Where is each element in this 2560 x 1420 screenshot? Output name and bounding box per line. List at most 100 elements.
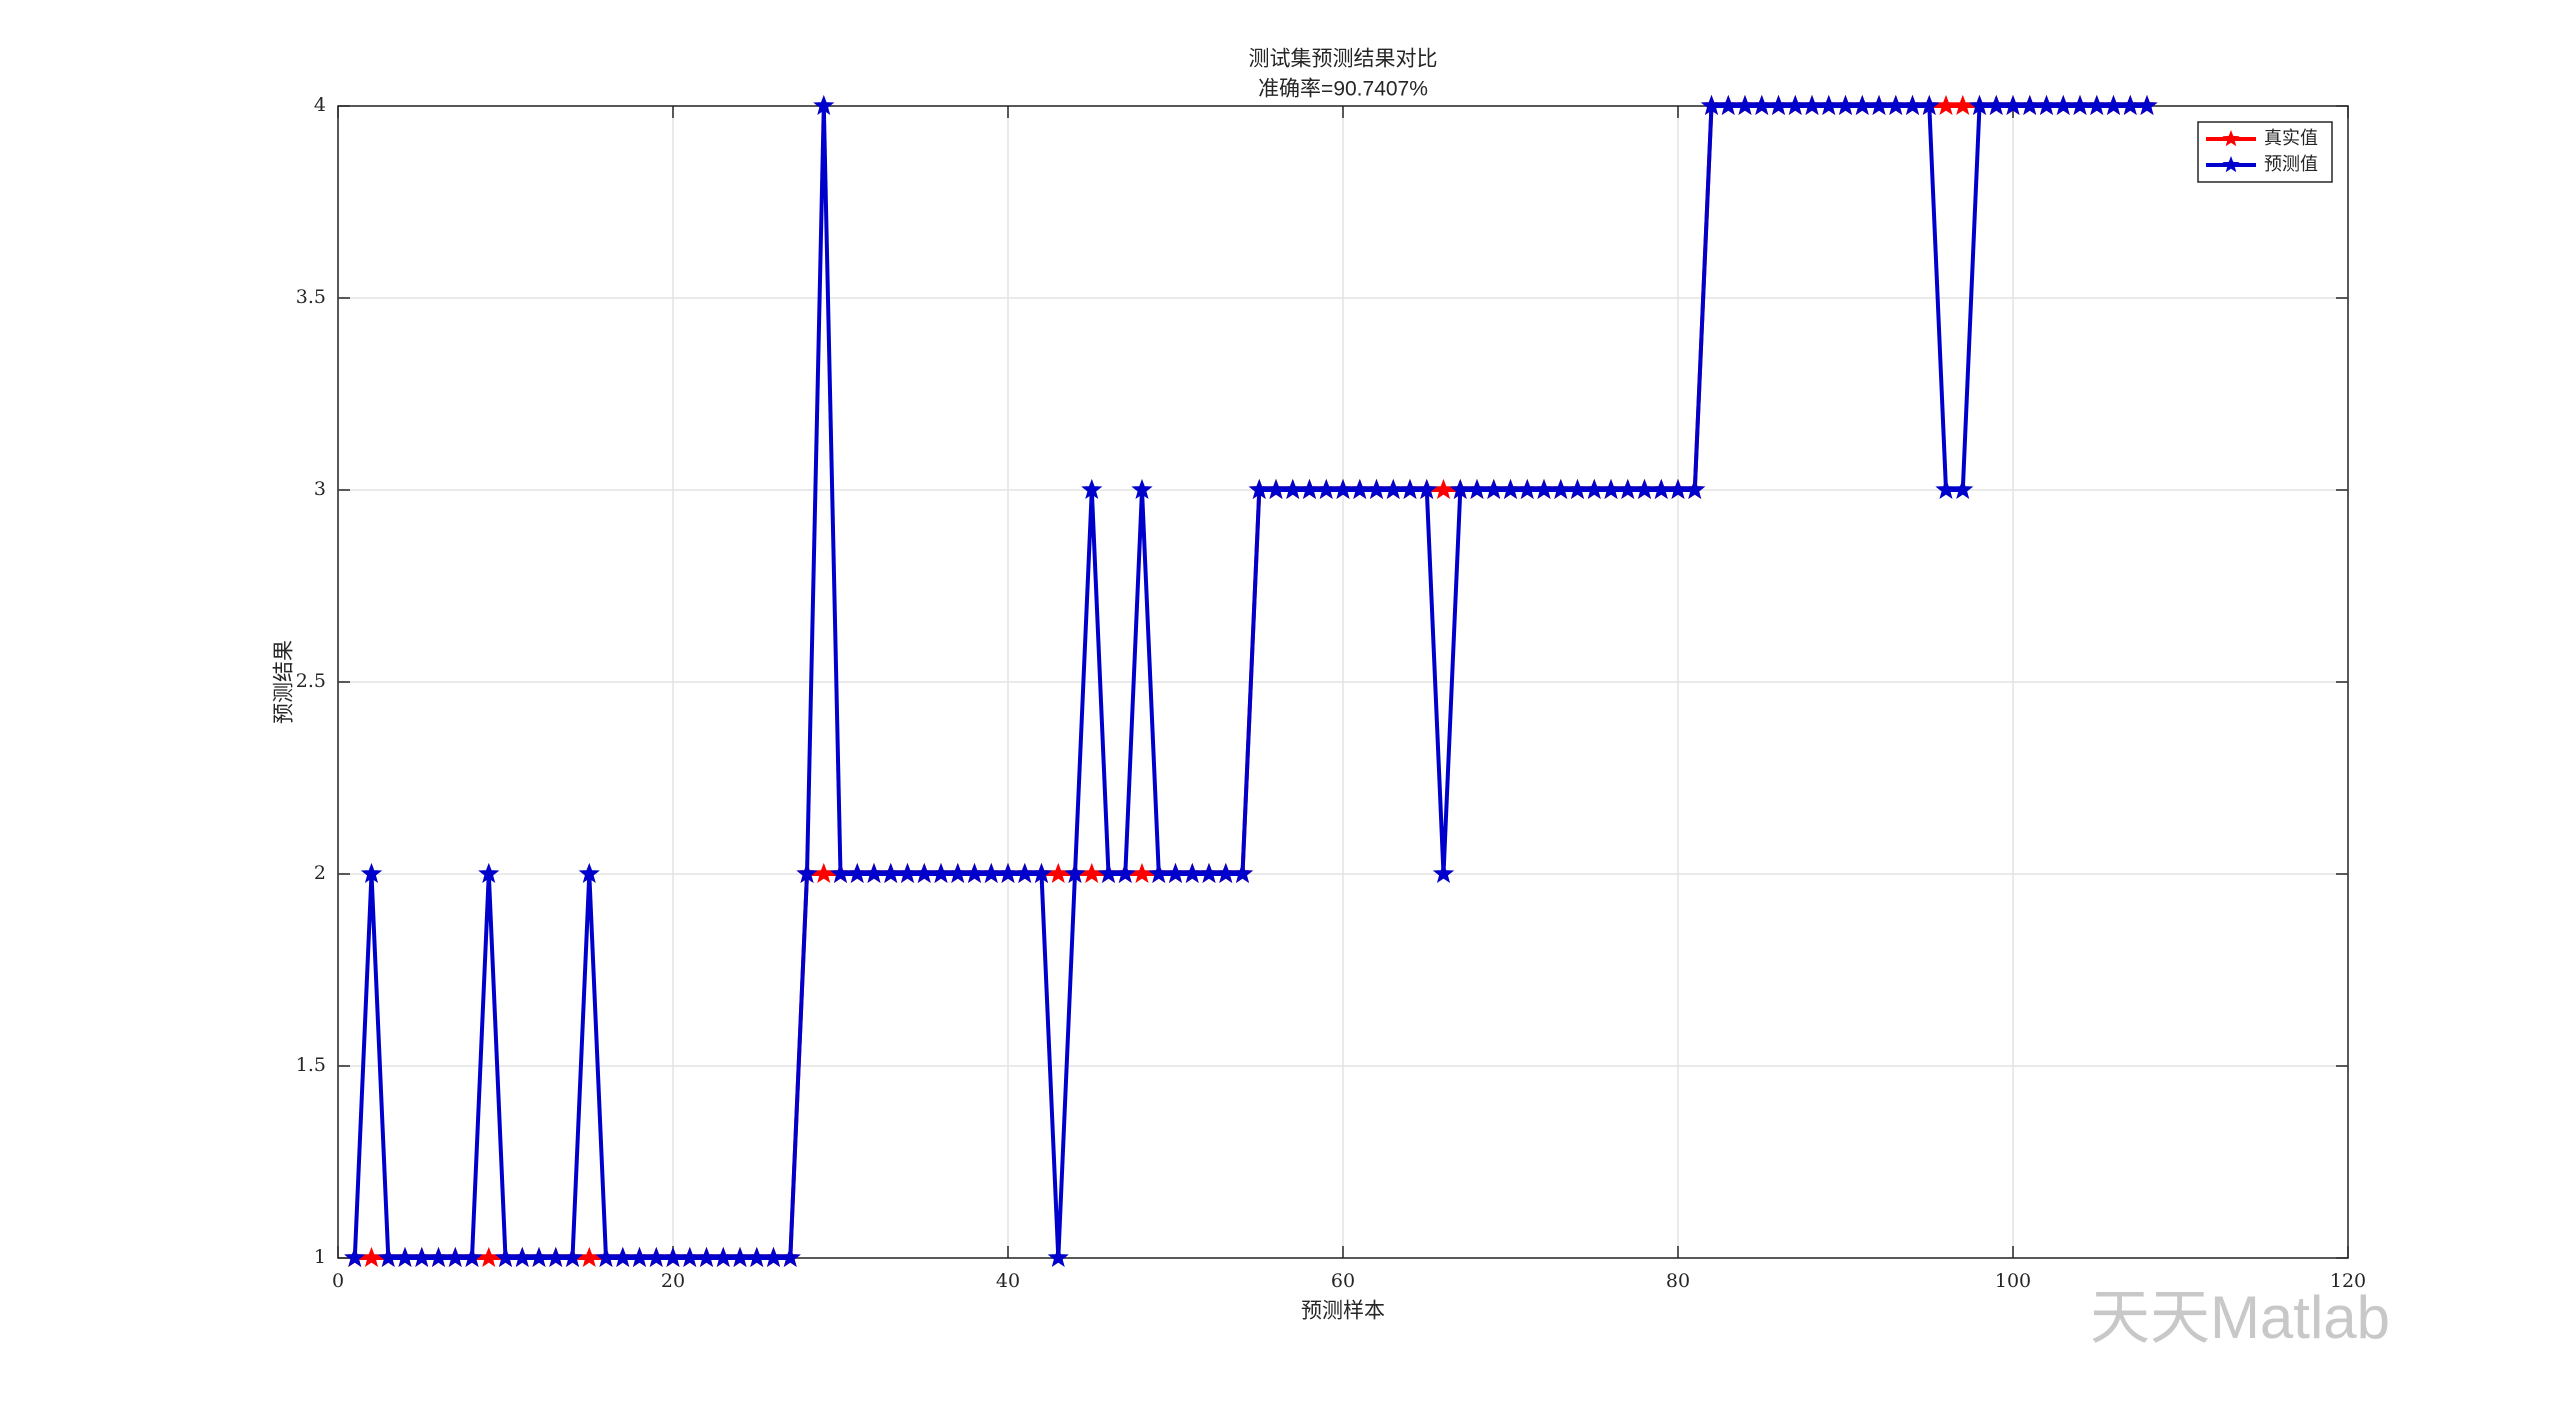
x-tick-label: 100	[1995, 1270, 2031, 1292]
data-point	[427, 1246, 450, 1268]
data-point	[1014, 862, 1036, 884]
data-point	[1717, 94, 1739, 116]
data-point	[394, 1246, 416, 1268]
data-point	[1801, 94, 1823, 116]
data-point	[963, 862, 986, 884]
data-point	[1918, 94, 1940, 116]
data-point	[913, 862, 935, 884]
data-point	[930, 862, 952, 884]
data-point	[461, 1246, 483, 1268]
data-point	[1231, 862, 1254, 884]
data-point	[1248, 478, 1270, 500]
data-point	[1315, 478, 1337, 500]
data-point	[1365, 478, 1388, 500]
data-point	[478, 862, 500, 884]
y-axis-label: 预测结果	[272, 640, 296, 724]
data-point	[1935, 478, 1957, 500]
data-point	[1901, 94, 1924, 116]
y-tick-label: 4	[314, 94, 326, 116]
data-point	[1432, 478, 1455, 500]
data-point	[1064, 862, 1086, 884]
data-point	[1298, 478, 1321, 500]
data-point	[1499, 478, 1522, 500]
data-point	[2052, 94, 2074, 116]
data-point	[1533, 478, 1555, 500]
data-point	[896, 862, 919, 884]
data-point	[444, 1246, 466, 1268]
data-point	[1885, 94, 1907, 116]
data-point	[1081, 478, 1103, 500]
data-point	[1566, 478, 1589, 500]
data-point	[1952, 478, 1974, 500]
legend-box	[2197, 121, 2333, 183]
data-point	[1449, 478, 1471, 500]
data-point	[679, 1246, 701, 1268]
x-tick-label: 0	[332, 1270, 344, 1292]
data-point	[729, 1246, 751, 1268]
data-point	[980, 862, 1002, 884]
data-point	[796, 862, 818, 884]
data-point	[628, 1246, 651, 1268]
data-point	[578, 1246, 600, 1268]
data-point	[528, 1246, 550, 1268]
legend-label: 真实值	[2264, 128, 2318, 149]
data-point	[1617, 478, 1639, 500]
data-point	[360, 862, 383, 884]
data-point	[1667, 478, 1689, 500]
plot-frame	[337, 105, 2349, 1259]
chart-title: 测试集预测结果对比	[1249, 47, 1438, 71]
data-point	[1131, 478, 1153, 500]
x-tick-label: 80	[1666, 1270, 1690, 1292]
chart-subtitle: 准确率=90.7407%	[1258, 78, 1428, 101]
data-point	[1399, 478, 1421, 500]
legend-marker	[2222, 130, 2240, 147]
x-tick-label: 120	[2330, 1270, 2366, 1292]
data-point	[1952, 94, 1974, 116]
data-point	[1466, 478, 1488, 500]
data-point	[595, 1246, 617, 1268]
legend-label: 预测值	[2264, 154, 2318, 175]
data-point	[997, 862, 1019, 884]
data-point	[695, 1246, 718, 1268]
data-point	[1751, 94, 1773, 116]
data-point	[863, 862, 885, 884]
data-point	[612, 1246, 634, 1268]
x-tick-label: 40	[996, 1270, 1020, 1292]
data-point	[1650, 478, 1672, 500]
data-point	[360, 1246, 383, 1268]
data-point	[662, 1246, 684, 1268]
data-point	[712, 1246, 734, 1268]
data-point	[2019, 94, 2041, 116]
data-point	[1684, 478, 1706, 500]
data-point	[1818, 94, 1840, 116]
data-point	[1181, 862, 1203, 884]
data-point	[2119, 94, 2141, 116]
x-axis-label: 预测样本	[1301, 1299, 1385, 1323]
y-tick-label: 2	[314, 862, 326, 884]
data-point	[494, 1246, 517, 1268]
data-point	[478, 1246, 500, 1268]
y-tick-label: 1.5	[296, 1054, 326, 1076]
legend-marker	[2222, 156, 2240, 173]
data-point	[1097, 862, 1120, 884]
data-point	[1985, 94, 2007, 116]
data-point	[1164, 862, 1187, 884]
data-point	[377, 1246, 399, 1268]
data-point	[1600, 478, 1622, 500]
data-point	[1215, 862, 1237, 884]
data-point	[1700, 94, 1723, 116]
data-point	[1851, 94, 1873, 116]
data-point	[1734, 94, 1756, 116]
data-point	[1282, 478, 1304, 500]
data-point	[1198, 862, 1220, 884]
data-point	[1349, 478, 1371, 500]
data-point	[1332, 478, 1354, 500]
data-point	[1047, 862, 1069, 884]
data-point	[1382, 478, 1404, 500]
data-point	[779, 1246, 801, 1268]
data-point	[746, 1246, 768, 1268]
data-point	[344, 1246, 366, 1268]
data-point	[1516, 478, 1538, 500]
data-point	[1935, 94, 1957, 116]
